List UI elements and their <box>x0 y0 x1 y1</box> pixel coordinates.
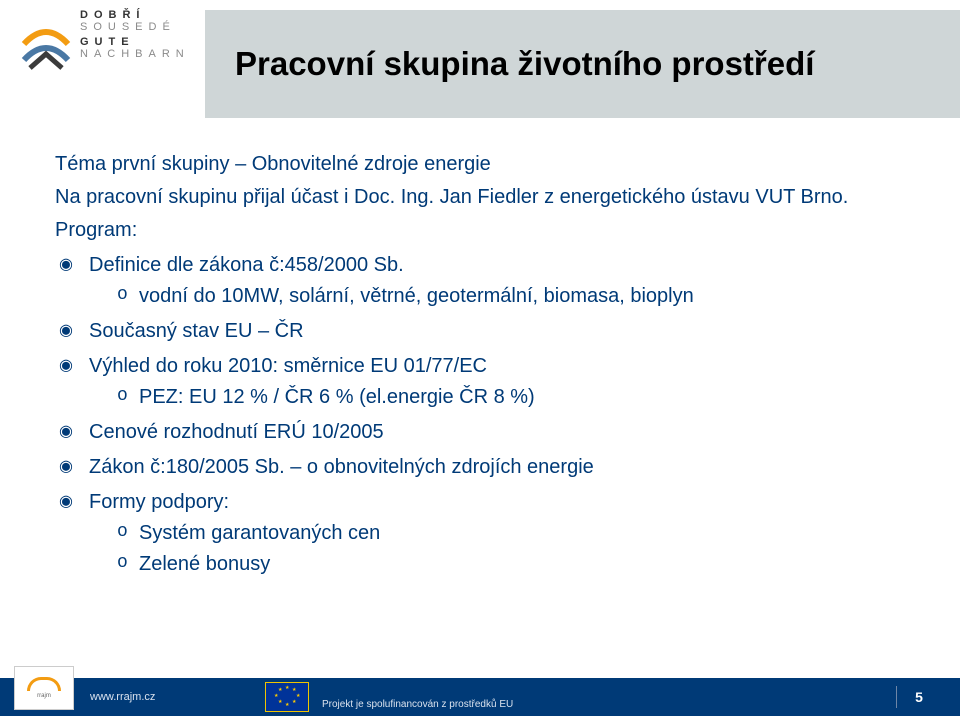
sub-bullet-item: vodní do 10MW, solární, větrné, geotermá… <box>89 282 905 311</box>
footer-bar: www.rrajm.cz ★ ★ ★ ★ ★ ★ ★ ★ Projekt je … <box>0 678 960 716</box>
intro-line-2: Na pracovní skupinu přijal účast i Doc. … <box>55 183 905 212</box>
footer-agency-logo: rrajm <box>14 666 74 710</box>
sub-bullet-item: Systém garantovaných cen <box>89 519 905 548</box>
bullet-text: Zákon č:180/2005 Sb. – o obnovitelných z… <box>89 456 594 478</box>
bullet-list: Definice dle zákona č:458/2000 Sb. vodní … <box>55 251 905 579</box>
title-bar: Pracovní skupina životního prostředí <box>205 10 960 118</box>
sub-bullet-list: vodní do 10MW, solární, větrné, geotermá… <box>89 282 905 311</box>
footer-cofinanced-text: Projekt je spolufinancován z prostředků … <box>322 699 513 710</box>
logo-text: DOBŘÍ SOUSEDÉ GUTE NACHBARN <box>80 10 190 60</box>
intro-line-3: Program: <box>55 216 905 245</box>
bullet-item: Cenové rozhodnutí ERÚ 10/2005 <box>55 418 905 447</box>
sub-bullet-list: Systém garantovaných cenZelené bonusy <box>89 519 905 579</box>
bullet-text: Definice dle zákona č:458/2000 Sb. <box>89 254 404 276</box>
logo-line-3: GUTE <box>80 37 190 49</box>
logo-line-4: NACHBARN <box>80 49 190 61</box>
logo-line-2: SOUSEDÉ <box>80 22 190 34</box>
logo-graphic <box>20 10 72 72</box>
slide-body: Téma první skupiny – Obnovitelné zdroje … <box>55 150 905 585</box>
sub-bullet-list: PEZ: EU 12 % / ČR 6 % (el.energie ČR 8 %… <box>89 383 905 412</box>
logo-line-1: DOBŘÍ <box>80 10 190 22</box>
sub-bullet-item: Zelené bonusy <box>89 550 905 579</box>
sub-bullet-item: PEZ: EU 12 % / ČR 6 % (el.energie ČR 8 %… <box>89 383 905 412</box>
bullet-item: Současný stav EU – ČR <box>55 317 905 346</box>
bullet-item: Výhled do roku 2010: směrnice EU 01/77/E… <box>55 352 905 412</box>
bullet-item: Zákon č:180/2005 Sb. – o obnovitelných z… <box>55 453 905 482</box>
footer-logo-caption: rrajm <box>37 693 51 700</box>
eu-flag-icon: ★ ★ ★ ★ ★ ★ ★ ★ <box>265 682 309 712</box>
slide-title: Pracovní skupina životního prostředí <box>235 45 814 83</box>
program-logo: DOBŘÍ SOUSEDÉ GUTE NACHBARN <box>20 10 190 72</box>
bullet-text: Současný stav EU – ČR <box>89 320 304 342</box>
bullet-item: Formy podpory: Systém garantovaných cenZe… <box>55 488 905 579</box>
bullet-text: Formy podpory: <box>89 491 229 513</box>
page-number-box: 5 <box>896 678 942 716</box>
page-number: 5 <box>915 689 923 705</box>
bullet-text: Výhled do roku 2010: směrnice EU 01/77/E… <box>89 355 487 377</box>
intro-line-1: Téma první skupiny – Obnovitelné zdroje … <box>55 150 905 179</box>
slide: DOBŘÍ SOUSEDÉ GUTE NACHBARN Pracovní sku… <box>0 0 960 716</box>
footer-logo-arc-icon <box>27 677 61 691</box>
bullet-item: Definice dle zákona č:458/2000 Sb. vodní … <box>55 251 905 311</box>
bullet-text: Cenové rozhodnutí ERÚ 10/2005 <box>89 421 384 443</box>
